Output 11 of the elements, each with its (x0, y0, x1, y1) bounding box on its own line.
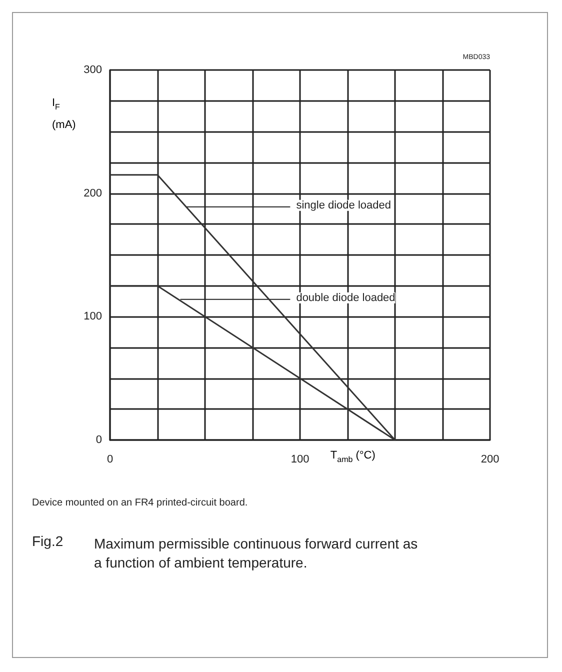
x-tick-label: 100 (290, 454, 310, 466)
y-tick-label: 300 (84, 64, 102, 76)
x-tick-label: 200 (480, 454, 500, 466)
y-tick-label: 200 (84, 187, 102, 200)
annotation: double diode loaded (296, 292, 396, 304)
x-tick-label: 0 (106, 454, 114, 466)
text: Device mounted on an FR4 printed-circuit board. (32, 498, 248, 508)
annotation: single diode loaded (296, 199, 392, 212)
y-tick-label: 100 (84, 310, 102, 323)
chart-title: Fig.2 Maximum permissible continuous forward current as a function of ambient temperature. (32, 533, 418, 570)
y-tick-label: 0 (96, 434, 102, 446)
